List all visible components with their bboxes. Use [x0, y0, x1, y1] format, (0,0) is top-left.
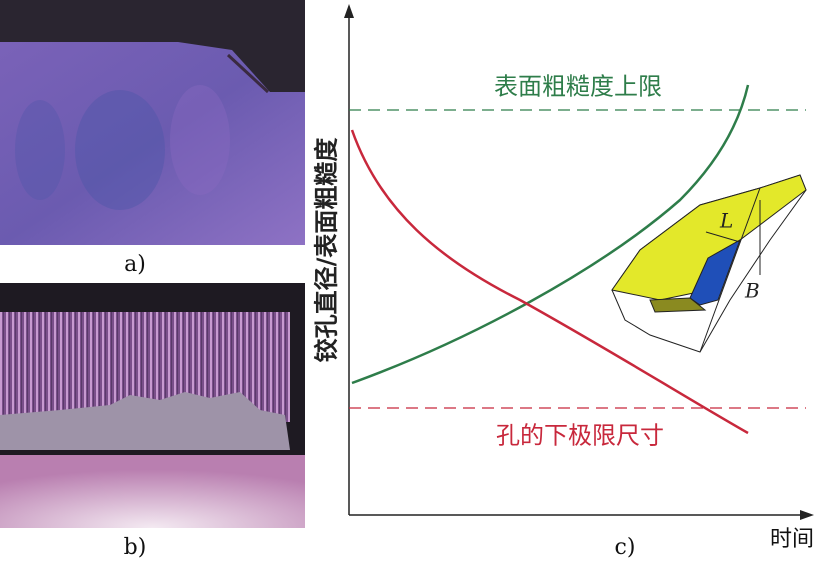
- upper-limit-label: 表面粗糙度上限: [494, 73, 662, 101]
- inset-label: B: [744, 279, 760, 303]
- x-axis-label: 时间: [770, 527, 814, 552]
- schematic-chart: [344, 4, 814, 520]
- tool-inset: [611, 174, 807, 353]
- inset-label: L: [719, 209, 733, 233]
- panel-label: b): [124, 535, 147, 560]
- y-axis-label: 铰孔直径/表面粗糙度: [312, 137, 341, 363]
- photo-b: [0, 283, 305, 528]
- lower-limit-label: 孔的下极限尺寸: [496, 422, 664, 450]
- photo-a: [0, 0, 305, 245]
- panel-label: a): [124, 252, 146, 277]
- panel-label: c): [615, 535, 636, 560]
